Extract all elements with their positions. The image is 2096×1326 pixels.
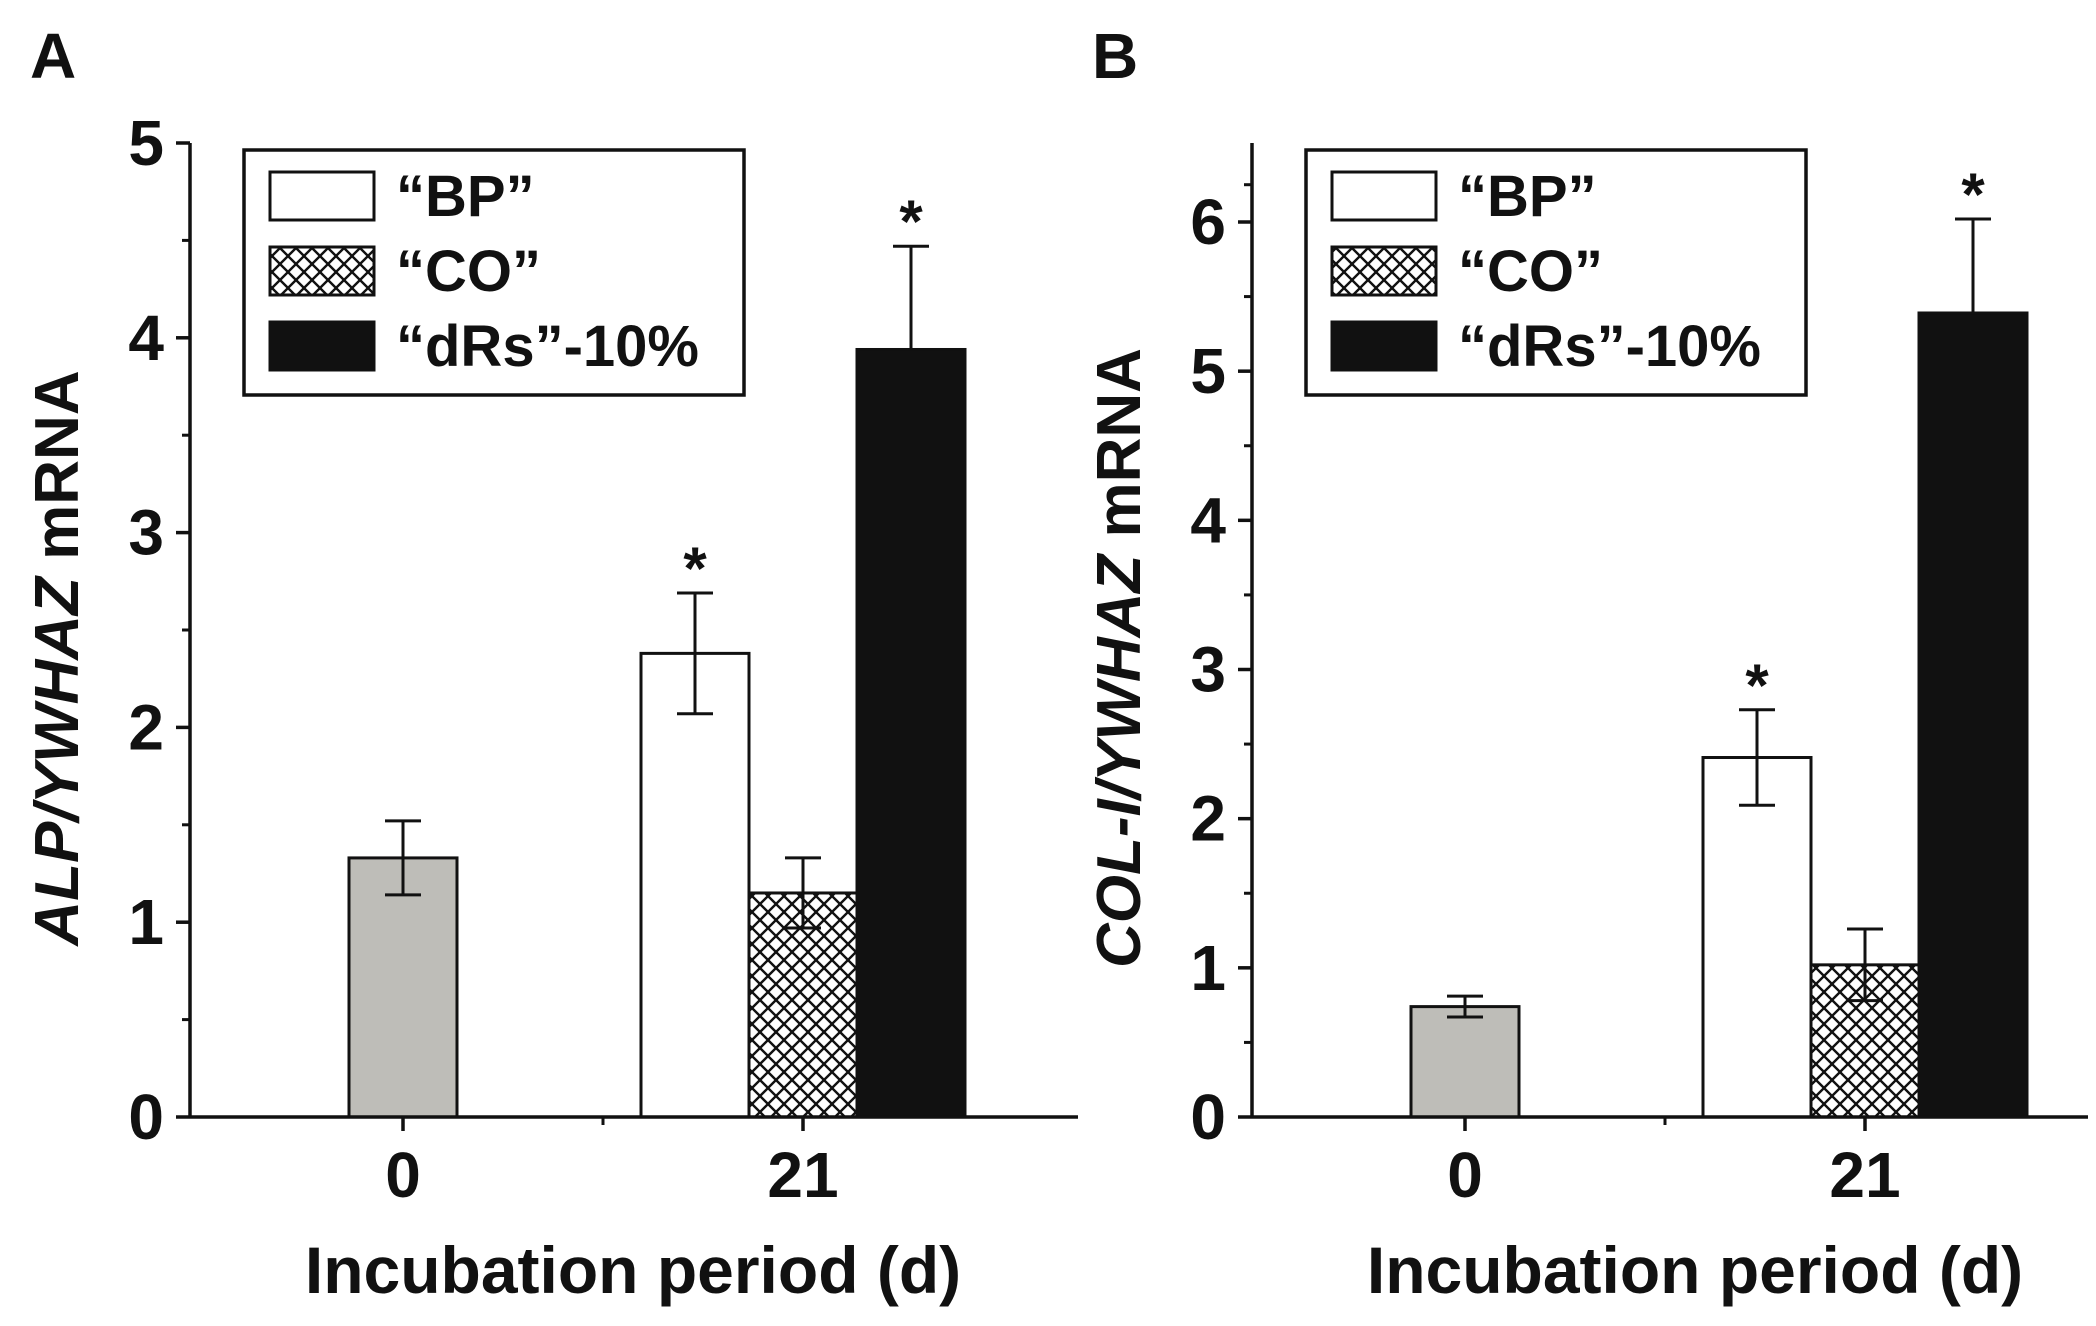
panel-b-significance-marker: *: [1961, 161, 1985, 228]
panel-b-legend-label: “BP”: [1458, 164, 1597, 229]
panel-b-y-title-italic: COL-I/YWHAZ: [1085, 553, 1154, 968]
panel-a-y-axis-title: ALP/YWHAZ mRNA: [23, 370, 92, 947]
panel-b-y-ticks: 0 1 2 3 4 5 6: [1190, 183, 1252, 1153]
panel-a-legend-swatch: [268, 170, 376, 222]
panel-b-axes: [1250, 143, 2088, 1119]
panel-a-y-ticks: 0 1 2 3 4 5: [128, 107, 190, 1153]
panel-b-x-tick-label: 0: [1447, 1139, 1483, 1211]
panel-b-x-axis-title: Incubation period (d): [1367, 1233, 2023, 1307]
panel-a-bar: [747, 891, 859, 1119]
panel-a: A ALP/YWHAZ mRNA Incubation period (d) 0…: [23, 20, 1078, 1307]
panel-b-bar: [1701, 756, 1813, 1119]
panel-b-bar: [1409, 1005, 1521, 1119]
panel-a-y-tick-label: 2: [128, 691, 164, 763]
panel-b-bar: [1917, 311, 2029, 1119]
panel-b-significance-marker: *: [1745, 652, 1769, 719]
panel-a-legend-label: “dRs”-10%: [396, 314, 699, 379]
panel-b-legend-label: “dRs”-10%: [1458, 314, 1761, 379]
panel-a-legend-swatch: [268, 320, 376, 372]
panel-b-x-tick-label: 21: [1829, 1139, 1900, 1211]
panel-a-y-tick-label: 1: [128, 886, 164, 958]
panel-a-significance-marker: *: [683, 535, 707, 602]
panel-a-bars: **: [347, 188, 967, 1119]
panel-b-y-tick-label: 0: [1190, 1081, 1226, 1153]
panel-b-y-tick-label: 5: [1190, 335, 1226, 407]
panel-a-y-tick-label: 5: [128, 107, 164, 179]
panel-b-letter: B: [1092, 20, 1138, 92]
panel-b-legend-swatch: [1330, 320, 1438, 372]
panel-a-bar: [855, 347, 967, 1119]
panel-b-y-tick-label: 4: [1190, 484, 1226, 556]
panel-b-y-tick-label: 6: [1190, 186, 1226, 258]
panel-a-x-tick-label: 0: [385, 1139, 421, 1211]
panel-a-letter: A: [30, 20, 76, 92]
panel-a-significance-marker: *: [899, 188, 923, 255]
panel-a-x-ticks: 0 21: [385, 1117, 839, 1211]
panel-a-x-axis-title: Incubation period (d): [305, 1233, 961, 1307]
panel-b-legend-label: “CO”: [1458, 239, 1603, 304]
panel-b-y-tick-label: 3: [1190, 634, 1226, 706]
panel-a-y-title-italic: ALP/YWHAZ: [23, 575, 92, 948]
panel-a-legend: “BP” “CO” “dRs”-10%: [242, 148, 746, 397]
panel-a-legend-label: “CO”: [396, 239, 541, 304]
panel-a-y-title-rest: mRNA: [23, 370, 92, 577]
panel-a-legend-label: “BP”: [396, 164, 535, 229]
panel-b-y-tick-label: 2: [1190, 783, 1226, 855]
panel-a-y-tick-label: 0: [128, 1081, 164, 1153]
panel-b-legend-swatch: [1330, 170, 1438, 222]
panel-a-bar: [347, 856, 459, 1119]
panel-a-y-tick-label: 3: [128, 497, 164, 569]
panel-a-axes: [188, 143, 1078, 1119]
panel-a-legend-swatch: [268, 245, 376, 297]
panel-b-y-axis-title: COL-I/YWHAZ mRNA: [1085, 348, 1154, 968]
panel-a-bar: [639, 651, 751, 1119]
panel-b-x-ticks: 0 21: [1447, 1117, 1901, 1211]
panel-b-bars: **: [1409, 161, 2029, 1119]
panel-b-legend: “BP” “CO” “dRs”-10%: [1304, 148, 1808, 397]
panel-a-y-tick-label: 4: [128, 302, 164, 374]
panel-b-y-tick-label: 1: [1190, 932, 1226, 1004]
panel-a-x-tick-label: 21: [767, 1139, 838, 1211]
panel-b-legend-swatch: [1330, 245, 1438, 297]
panel-b-y-title-rest: mRNA: [1085, 348, 1154, 555]
panel-b: B COL-I/YWHAZ mRNA Incubation period (d)…: [1085, 20, 2088, 1307]
